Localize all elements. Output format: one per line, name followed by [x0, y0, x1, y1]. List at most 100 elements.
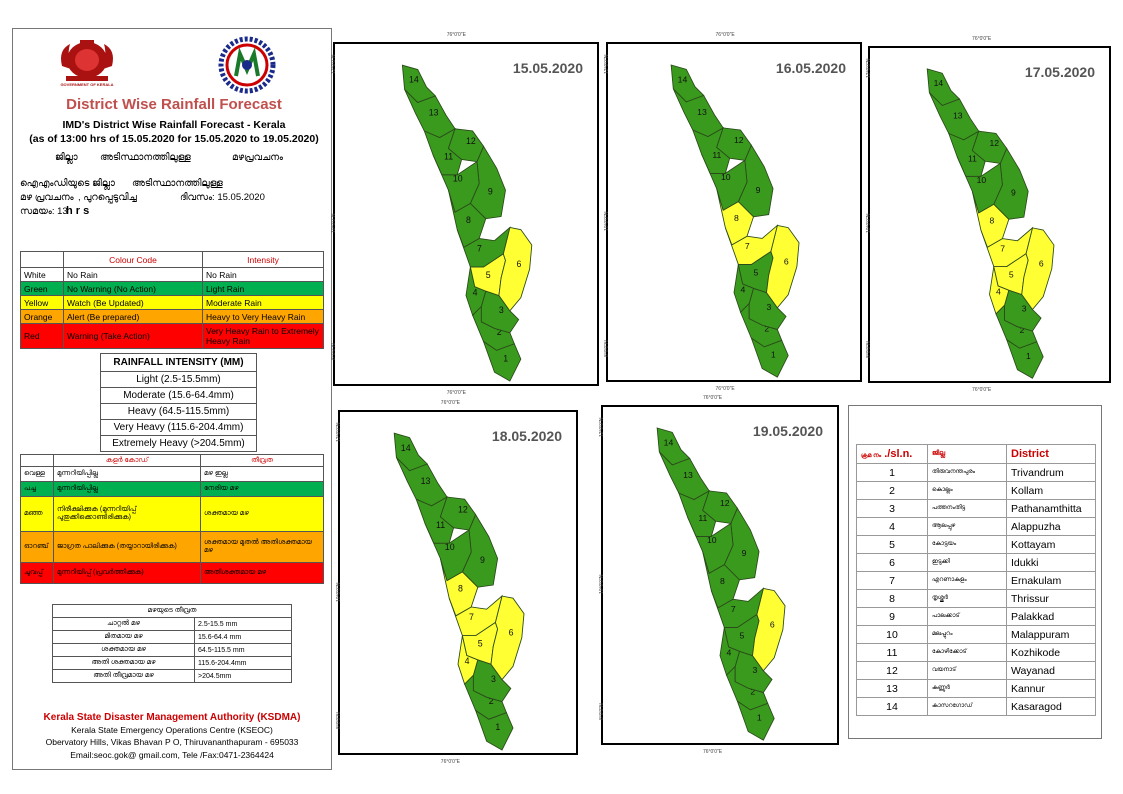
colour-code-name: Green: [20, 281, 64, 296]
district-number-label: 13: [429, 108, 439, 118]
district-number-label: 12: [990, 138, 1000, 148]
district-n: 4: [856, 517, 928, 536]
district-number-label: 10: [721, 172, 731, 182]
district-name: Malappuram: [1006, 625, 1096, 644]
rainfall-intensity-row: Extremely Heavy (>204.5mm): [100, 435, 257, 452]
mal-colour-code-intensity: മഴ ഇല്ല: [200, 466, 324, 482]
district-header-sl: ./sl.n.: [884, 448, 913, 460]
mal-colour-code-row: മഞ്ഞ നിരീക്ഷിക്കുക (മുന്നറിയിപ്പ് പുതുക്ക…: [20, 496, 324, 532]
mal-colour-code-name: മഞ്ഞ: [20, 496, 54, 532]
district-table: ക്രമ നം ./sl.n. ജില്ല District 1 തിരുവനന്…: [856, 444, 1096, 716]
district-mal: കോഴിക്കോട്: [927, 643, 1007, 662]
rainfall-intensity-row: Moderate (15.6-64.4mm): [100, 387, 257, 404]
district-n: 2: [856, 481, 928, 500]
colour-code-table: Colour Code Intensity White No Rain No Rai…: [20, 251, 324, 349]
map-tick: 76°0'0"E: [440, 400, 460, 406]
district-number-label: 2: [497, 327, 502, 337]
map-tick: 76°0'0"E: [702, 749, 723, 755]
mal-colour-code-name: വെള്ള: [20, 466, 54, 482]
map-tick: 76°0'0"E: [446, 32, 466, 38]
district-n: 12: [856, 661, 928, 680]
district-number-label: 8: [734, 213, 739, 223]
mal-intensity-value: 64.5-115.5 mm: [194, 643, 292, 657]
district-header-mal-no: ക്രമ നം: [861, 453, 882, 459]
colour-code-row: Yellow Watch (Be Updated) Moderate Rain: [20, 295, 324, 310]
district-number-label: 10: [977, 175, 987, 185]
district-name: Kannur: [1006, 679, 1096, 698]
district-number-label: 14: [409, 75, 419, 85]
mal-colour-code-code: നിരീക്ഷിക്കുക (മുന്നറിയിപ്പ് പുതുക്കിക്ക…: [53, 496, 201, 532]
district-number-label: 2: [489, 696, 494, 706]
district-number-label: 7: [477, 244, 482, 254]
ksdma-logo-icon: [218, 36, 276, 94]
district-region-12: [716, 127, 752, 161]
map-tick: 76°0'0"E: [715, 386, 735, 392]
mal-line4-hrs: h r s: [66, 205, 90, 217]
colour-code-row: Red Warning (Take Action) Very Heavy Rain …: [20, 323, 324, 349]
district-number-label: 13: [421, 476, 431, 486]
district-n: 3: [856, 499, 928, 518]
district-number-label: 2: [764, 324, 769, 334]
district-number-label: 8: [466, 215, 471, 225]
district-row: 13 കണ്ണൂർ Kannur: [856, 679, 1096, 698]
district-number-label: 1: [771, 350, 776, 360]
district-n: 8: [856, 589, 928, 608]
district-n: 10: [856, 625, 928, 644]
mal-colour-code-row: വെള്ള മുന്നറിയിപ്പില്ല മഴ ഇല്ല: [20, 466, 324, 482]
colour-code-row: White No Rain No Rain: [20, 267, 324, 282]
district-mal: കൊല്ലം: [927, 481, 1007, 500]
district-number-label: 8: [458, 584, 463, 594]
mal-line4: സമയം: 13: [20, 206, 68, 217]
footer-line2: Kerala State Emergency Operations Centre…: [71, 725, 273, 735]
district-number-label: 8: [720, 576, 725, 586]
district-region-14: [656, 427, 691, 466]
mal-intensity-value: 15.6-64.4 mm: [194, 630, 292, 644]
footer: Kerala State Disaster Management Authori…: [12, 712, 332, 760]
forecast-map: 17.05.2020 76°0'0"E 76°0'0"E 12°0'0"N 10°0'0…: [866, 36, 1111, 393]
mal-intensity-label: അതി ശക്തമായ മഴ: [52, 656, 195, 670]
mal-colour-code-code: ജാഗ്രത പാലിക്കുക (തയ്യാറായിരിക്കുക): [53, 531, 201, 563]
footer-org: Kerala State Disaster Management Authori…: [43, 712, 301, 723]
district-number-label: 7: [745, 241, 750, 251]
colour-code-code: No Warning (No Action): [63, 281, 203, 296]
district-number-label: 11: [436, 520, 445, 530]
district-row: 8 തൃശ്ശൂർ Thrissur: [856, 589, 1096, 608]
colour-code-intensity: No Rain: [202, 267, 324, 282]
mal-colour-code-code: മുന്നറിയിപ്പില്ല: [53, 466, 201, 482]
kerala-emblem-icon: [61, 40, 113, 81]
district-number-label: 3: [767, 302, 772, 312]
district-header: District: [1006, 444, 1096, 464]
colour-code-name: Red: [20, 323, 64, 349]
district-number-label: 6: [1039, 259, 1044, 269]
colour-code-intensity: Light Rain: [202, 281, 324, 296]
mal-colour-code-row: പച്ച മുന്നറിയിപ്പില്ല നേരിയ മഴ: [20, 481, 324, 497]
district-number-label: 6: [770, 619, 775, 629]
district-mal: ഇടുക്കി: [927, 553, 1007, 572]
forecast-map: 18.05.2020 76°0'0"E 76°0'0"E 12°0'0"N 10°0'0…: [336, 400, 578, 765]
district-region-6: [766, 224, 800, 309]
district-row: 5 കോട്ടയം Kottayam: [856, 535, 1096, 554]
district-name: Kasaragod: [1006, 697, 1096, 716]
district-number-label: 4: [996, 286, 1001, 296]
district-number-label: 7: [731, 604, 736, 614]
district-row: 10 മലപ്പുറം Malappuram: [856, 625, 1096, 644]
mal-colour-code-code: മുന്നറിയിപ്പില്ല: [53, 481, 201, 497]
district-header-mal: ജില്ല: [927, 444, 1007, 464]
district-name: Pathanamthitta: [1006, 499, 1096, 518]
district-number-label: 13: [953, 110, 963, 120]
district-n: 13: [856, 679, 928, 698]
district-number-label: 12: [458, 504, 468, 514]
mal-intensity-value: 2.5-15.5 mm: [194, 617, 292, 631]
district-number-label: 13: [683, 470, 693, 480]
district-number-label: 9: [742, 548, 747, 558]
mal-colour-code-intensity: ശക്തമായ മുതൽ അതിശക്തമായ മഴ: [200, 531, 324, 563]
district-row: 3 പത്തനംതിട്ട Pathanamthitta: [856, 499, 1096, 518]
district-mal: കണ്ണൂർ: [927, 679, 1007, 698]
district-number-label: 14: [934, 78, 944, 88]
mal-intensity-row: ചാറ്റൽ മഴ 2.5-15.5 mm: [52, 617, 292, 631]
district-number-label: 7: [1000, 244, 1005, 254]
footer-line3: Obervatory Hills, Vikas Bhavan P O, Thir…: [45, 737, 299, 747]
district-row: 7 എറണാകുളം Ernakulam: [856, 571, 1096, 590]
district-region-12: [447, 128, 485, 163]
